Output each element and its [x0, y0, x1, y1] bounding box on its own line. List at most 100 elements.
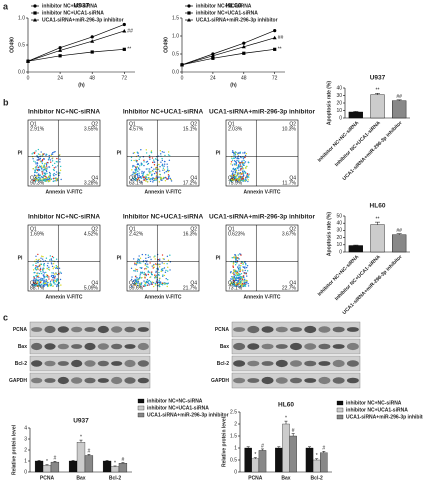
event-dot	[166, 255, 169, 258]
blot-band	[332, 344, 345, 349]
event-dot	[44, 177, 46, 180]
event-dot	[150, 272, 153, 274]
event-dot	[235, 273, 238, 275]
event-dot	[236, 271, 239, 273]
blot-band	[111, 326, 123, 333]
event-dot	[152, 161, 154, 164]
quadrant-value: 88.7%	[30, 285, 45, 291]
event-dot	[56, 284, 58, 286]
event-dot	[48, 177, 51, 180]
event-dot	[167, 151, 170, 153]
legend-label: inhibitor NC+NC-siRNA	[147, 398, 203, 404]
event-dot	[161, 159, 164, 162]
event-dot	[158, 284, 160, 286]
x-tick-label: 24	[210, 75, 216, 81]
event-dot	[248, 176, 250, 178]
event-dot	[147, 162, 150, 165]
event-dot	[135, 282, 138, 285]
event-dot	[235, 285, 237, 288]
event-dot	[34, 285, 36, 287]
event-dot	[245, 282, 248, 284]
event-dot	[247, 179, 249, 181]
event-dot	[141, 163, 143, 165]
event-dot	[167, 278, 169, 281]
event-dot	[238, 179, 241, 182]
event-dot	[55, 281, 58, 283]
event-dot	[53, 273, 56, 275]
event-dot	[32, 281, 35, 284]
event-dot	[41, 278, 43, 280]
event-dot	[246, 265, 249, 267]
event-dot	[39, 278, 41, 281]
line	[181, 37, 275, 66]
event-dot	[52, 174, 55, 176]
event-dot	[41, 161, 43, 163]
y-axis-label: PI	[117, 150, 122, 156]
blot-band	[290, 342, 302, 351]
event-dot	[132, 173, 134, 175]
quadrant-value: 17.2%	[183, 180, 198, 186]
event-dot	[36, 279, 38, 282]
event-dot	[150, 174, 153, 177]
quadrant-name: Q1	[228, 226, 235, 232]
y-tick-label: 0	[234, 469, 237, 475]
y-tick-label: 0	[24, 469, 27, 475]
blot-band	[84, 342, 96, 351]
legend-marker	[33, 4, 37, 8]
event-dot	[146, 278, 149, 281]
event-dot	[154, 255, 156, 257]
event-dot	[52, 272, 55, 274]
event-dot	[130, 267, 133, 270]
event-dot	[44, 173, 47, 176]
event-dot	[164, 180, 167, 182]
event-dot	[165, 177, 167, 179]
event-dot	[45, 279, 48, 281]
event-dot	[45, 180, 48, 182]
point	[26, 59, 30, 63]
x-tick-label: Inhibitor NC+NC-siRNA	[317, 254, 361, 298]
event-dot	[247, 180, 249, 183]
event-dot	[245, 264, 247, 266]
event-dot	[134, 270, 136, 272]
event-dot	[231, 177, 234, 180]
event-dot	[142, 172, 145, 175]
line	[181, 30, 275, 66]
event-dot	[138, 262, 140, 264]
event-dot	[138, 174, 140, 177]
event-dot	[32, 285, 34, 287]
point	[273, 47, 277, 51]
event-dot	[144, 285, 147, 287]
event-dot	[140, 177, 143, 179]
event-dot	[243, 283, 246, 285]
event-dot	[161, 179, 163, 181]
event-dot	[144, 283, 146, 286]
quadrant-value: 59.6%	[129, 285, 144, 291]
blot-band	[124, 326, 136, 333]
event-dot	[231, 282, 234, 284]
event-dot	[238, 169, 240, 172]
event-dot	[234, 284, 237, 286]
quadrant-name: Q2	[190, 226, 197, 232]
event-dot	[236, 274, 238, 277]
event-dot	[34, 177, 36, 180]
event-dot	[34, 170, 36, 172]
sig-label: *	[285, 415, 287, 421]
event-dot	[243, 272, 245, 274]
event-dot	[147, 256, 150, 259]
quadrant-value: 2.03%	[228, 126, 243, 132]
blot-label: Bcl-2	[15, 361, 27, 367]
event-dot	[235, 276, 238, 278]
event-dot	[42, 279, 45, 281]
event-dot	[233, 272, 235, 274]
event-dot	[153, 164, 156, 166]
event-dot	[234, 263, 237, 266]
event-dot	[137, 170, 139, 172]
legend-marker	[187, 4, 191, 8]
event-dot	[236, 159, 238, 162]
event-dot	[247, 282, 249, 285]
event-dot	[152, 264, 155, 267]
blot-label: GAPDH	[211, 378, 229, 384]
event-dot	[42, 153, 45, 155]
event-dot	[134, 175, 136, 177]
event-dot	[49, 179, 52, 181]
